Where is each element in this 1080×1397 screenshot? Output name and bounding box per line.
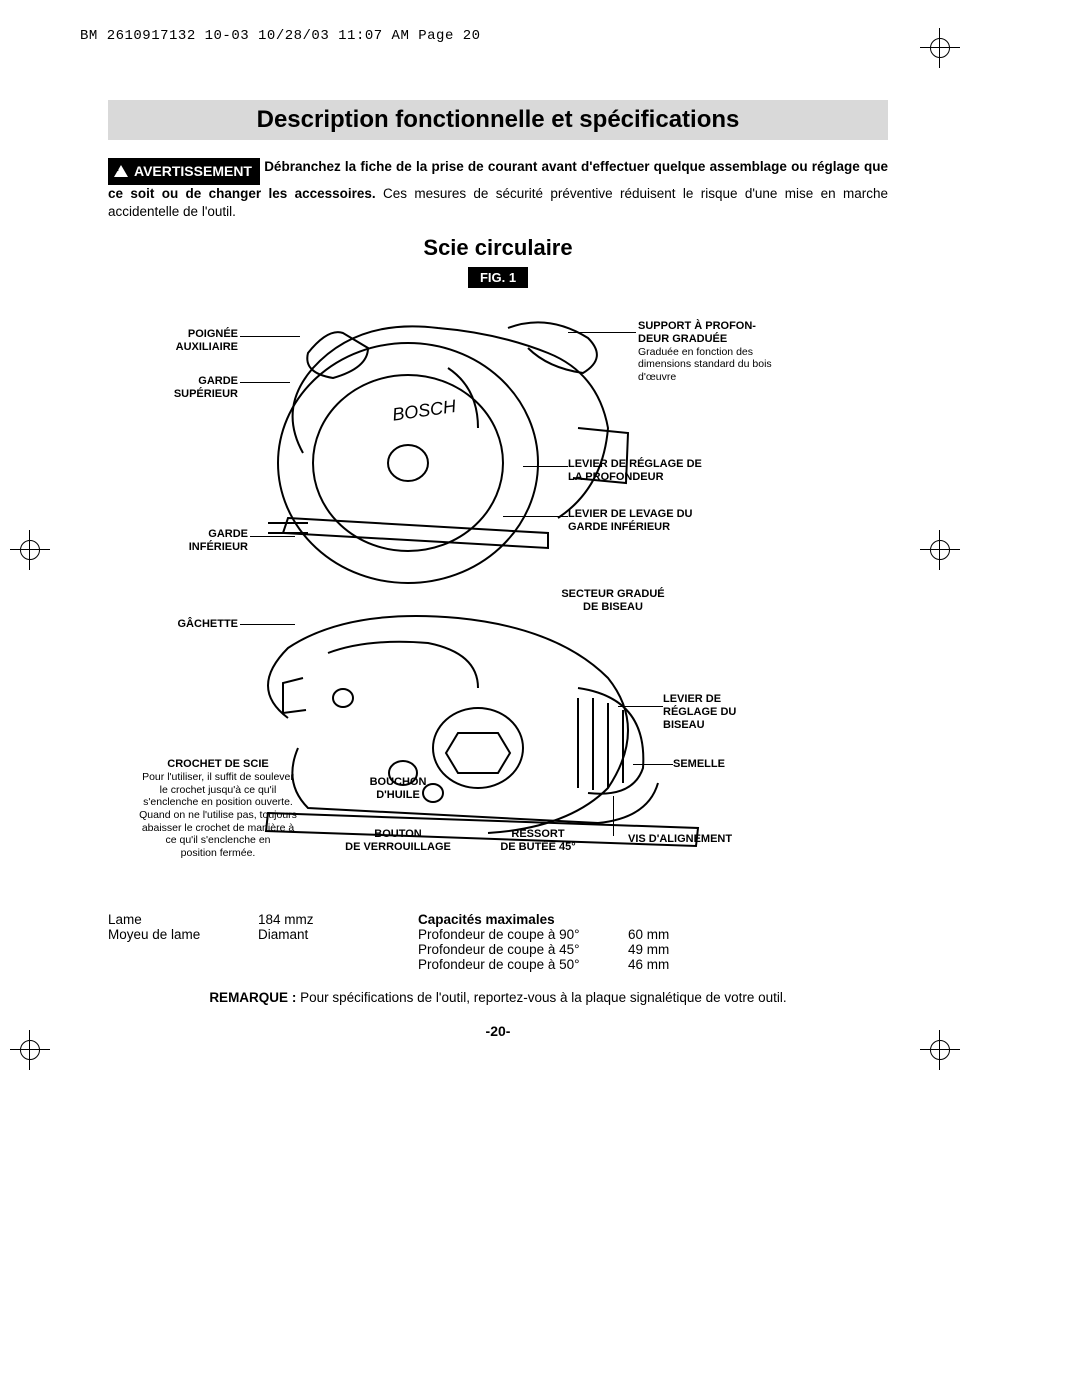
callout-garde-sup: GARDESUPÉRIEUR <box>108 375 238 400</box>
cap-value: 46 mm <box>628 957 698 972</box>
spec-value: 184 mmz <box>258 912 358 927</box>
callout-garde-inf: GARDEINFÉRIEUR <box>138 528 248 553</box>
leader-line <box>613 796 614 836</box>
leader-line <box>568 332 636 333</box>
leader-line <box>240 336 300 337</box>
page-number: -20- <box>108 1023 888 1039</box>
print-header: BM 2610917132 10-03 10/28/03 11:07 AM Pa… <box>80 28 481 44</box>
registration-mark <box>920 1030 960 1070</box>
remark-text: Pour spécifications de l'outil, reportez… <box>296 990 786 1005</box>
leader-line <box>618 706 663 707</box>
callout-sub: Pour l'utiliser, il suffit de souleverle… <box>139 771 297 859</box>
callout-bouton-verrou: BOUTONDE VERROUILLAGE <box>323 828 473 853</box>
callout-levier-profondeur: LEVIER DE RÉGLAGE DELA PROFONDEUR <box>568 458 788 483</box>
caps-heading: Capacités maximales <box>418 912 698 927</box>
callout-poignee-aux: POIGNÉEAUXILIAIRE <box>108 328 238 353</box>
spec-value: Diamant <box>258 927 358 942</box>
cap-row: Profondeur de coupe à 90° 60 mm <box>418 927 698 942</box>
cap-row: Profondeur de coupe à 50° 46 mm <box>418 957 698 972</box>
cap-label: Profondeur de coupe à 45° <box>418 942 628 957</box>
warning-badge: ! AVERTISSEMENT <box>108 158 260 185</box>
callout-levier-biseau: LEVIER DERÉGLAGE DUBISEAU <box>663 693 813 731</box>
cap-row: Profondeur de coupe à 45° 49 mm <box>418 942 698 957</box>
warning-badge-label: AVERTISSEMENT <box>134 163 252 179</box>
saw-top-illustration: BOSCH <box>248 298 668 588</box>
specs-right-col: Capacités maximales Profondeur de coupe … <box>418 912 698 972</box>
leader-line <box>633 764 673 765</box>
diagram-area: BOSCH POIGNÉEAUXILIAIRE GARDES <box>108 298 888 898</box>
leader-line <box>523 466 568 467</box>
registration-mark <box>10 530 50 570</box>
callout-ressort-butee: RESSORTDE BUTÉE 45° <box>478 828 598 853</box>
callout-head: CROCHET DE SCIE <box>167 758 268 770</box>
callout-gachette: GÂCHETTE <box>128 618 238 631</box>
remark-bold: REMARQUE : <box>209 990 296 1005</box>
spec-label: Lame <box>108 912 258 927</box>
spec-row: Lame 184 mmz <box>108 912 358 927</box>
figure-badge: FIG. 1 <box>468 267 528 288</box>
callout-semelle: SEMELLE <box>673 758 793 771</box>
registration-mark <box>10 1030 50 1070</box>
leader-line <box>503 516 568 517</box>
cap-label: Profondeur de coupe à 90° <box>418 927 628 942</box>
callout-sub: Graduée en fonction desdimensions standa… <box>638 346 772 383</box>
callout-support-profondeur: SUPPORT À PROFON-DEUR GRADUÉE Graduée en… <box>638 320 868 383</box>
cap-label: Profondeur de coupe à 50° <box>418 957 628 972</box>
cap-value: 60 mm <box>628 927 698 942</box>
callout-head: SUPPORT À PROFON-DEUR GRADUÉE <box>638 320 756 345</box>
spec-label: Moyeu de lame <box>108 927 258 942</box>
callout-levier-levage: LEVIER DE LEVAGE DUGARDE INFÉRIEUR <box>568 508 788 533</box>
registration-mark <box>920 28 960 68</box>
specs-block: Lame 184 mmz Moyeu de lame Diamant Capac… <box>108 912 888 972</box>
callout-crochet: CROCHET DE SCIE Pour l'utiliser, il suff… <box>98 758 338 859</box>
callout-bouchon-huile: BOUCHOND'HUILE <box>348 776 448 801</box>
remark-line: REMARQUE : Pour spécifications de l'outi… <box>108 990 888 1005</box>
callout-secteur-biseau: SECTEUR GRADUÉDE BISEAU <box>523 588 703 613</box>
cap-value: 49 mm <box>628 942 698 957</box>
warning-block: ! AVERTISSEMENT Débranchez la fiche de l… <box>108 158 888 221</box>
specs-left-col: Lame 184 mmz Moyeu de lame Diamant <box>108 912 358 972</box>
spec-row: Moyeu de lame Diamant <box>108 927 358 942</box>
svg-text:BOSCH: BOSCH <box>391 396 458 425</box>
section-title: Description fonctionnelle et spécificati… <box>108 100 888 140</box>
callout-vis-alignement: VIS D'ALIGNEMENT <box>628 833 808 846</box>
leader-line <box>240 624 295 625</box>
registration-mark <box>920 530 960 570</box>
leader-line <box>240 382 290 383</box>
subtitle: Scie circulaire <box>108 235 888 261</box>
leader-line <box>250 536 295 537</box>
